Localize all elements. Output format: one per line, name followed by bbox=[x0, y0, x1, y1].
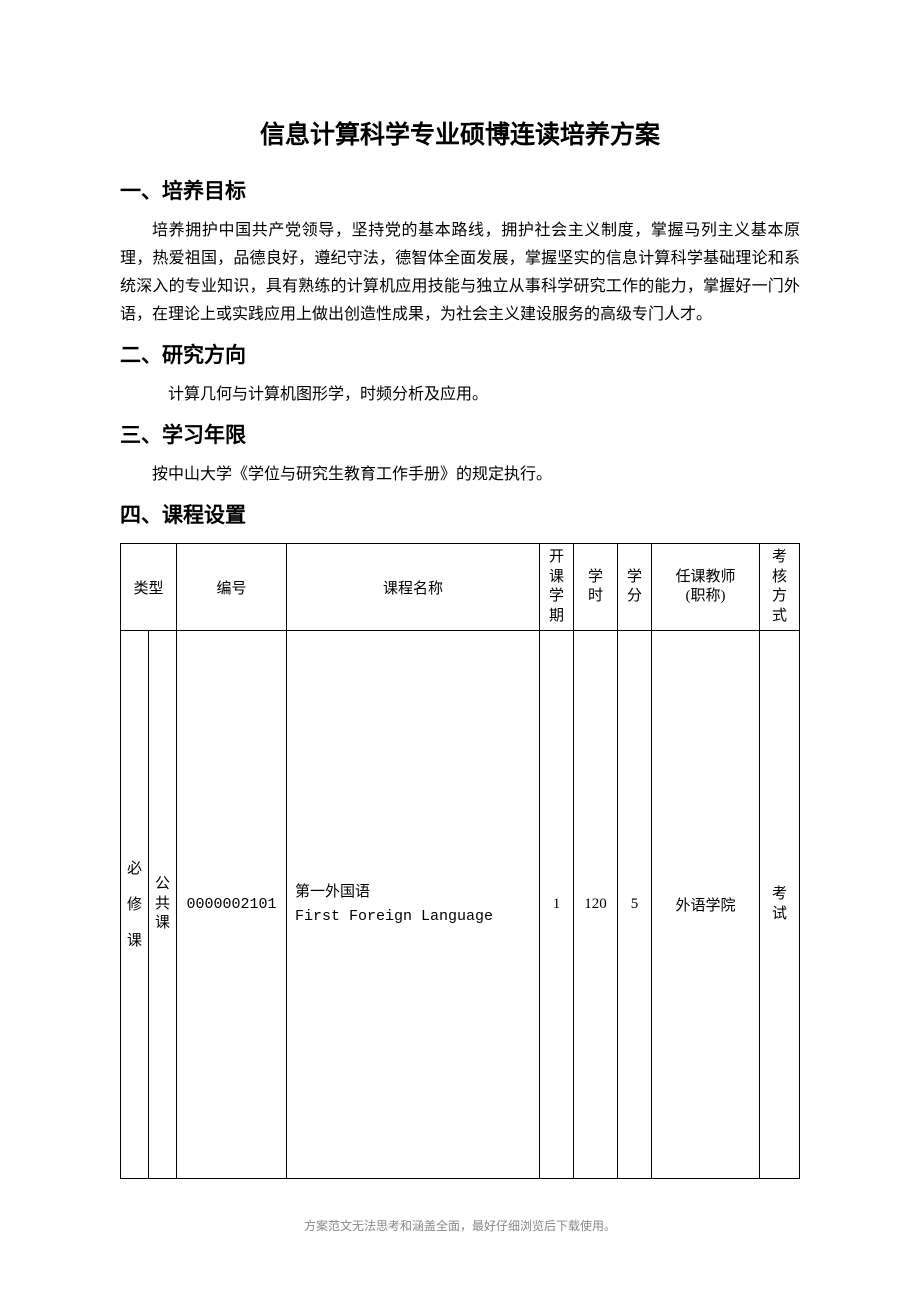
section-3-heading: 三、学习年限 bbox=[120, 419, 800, 449]
cell-exam: 考 试 bbox=[760, 631, 800, 1179]
section-4-heading: 四、课程设置 bbox=[120, 499, 800, 529]
th-exam-l2: 核 bbox=[772, 569, 787, 585]
th-exam-l4: 式 bbox=[772, 608, 787, 624]
cell-code: 0000002101 bbox=[177, 631, 287, 1179]
cell-hours: 120 bbox=[574, 631, 618, 1179]
type-a-l1: 必 bbox=[127, 861, 142, 877]
th-semester-l4: 期 bbox=[549, 608, 564, 624]
exam-l1: 考 bbox=[772, 886, 787, 902]
th-exam-l1: 考 bbox=[772, 549, 787, 565]
cell-type-public: 公 共 课 bbox=[149, 631, 177, 1179]
th-credit-l2: 分 bbox=[627, 588, 642, 604]
th-teacher-l2: (职称) bbox=[686, 588, 726, 604]
th-semester-l2: 课 bbox=[549, 569, 564, 585]
th-type: 类型 bbox=[121, 544, 177, 631]
cell-type-required: 必 修 课 bbox=[121, 631, 149, 1179]
section-1-body: 培养拥护中国共产党领导，坚持党的基本路线，拥护社会主义制度，掌握马列主义基本原理… bbox=[120, 217, 800, 329]
cell-course-name: 第一外国语 First Foreign Language bbox=[287, 631, 540, 1179]
cell-semester: 1 bbox=[540, 631, 574, 1179]
section-2-heading: 二、研究方向 bbox=[120, 339, 800, 369]
table-row: 必 修 课 公 共 课 0000002101 第一外国语 First Forei… bbox=[121, 631, 800, 1179]
section-1-heading: 一、培养目标 bbox=[120, 175, 800, 205]
th-credit-l1: 学 bbox=[627, 569, 642, 585]
cell-teacher: 外语学院 bbox=[652, 631, 760, 1179]
th-hours-l1: 学 bbox=[588, 569, 603, 585]
th-semester-l3: 学 bbox=[549, 588, 564, 604]
th-hours-l2: 时 bbox=[588, 588, 603, 604]
type-b-l2: 共 bbox=[155, 896, 170, 912]
footer-note: 方案范文无法思考和涵盖全面，最好仔细浏览后下载使用。 bbox=[0, 1217, 920, 1234]
th-teacher-l1: 任课教师 bbox=[675, 569, 735, 585]
th-code: 编号 bbox=[177, 544, 287, 631]
course-table: 类型 编号 课程名称 开 课 学 期 学 时 学 分 任课教师 bbox=[120, 543, 800, 1179]
th-teacher: 任课教师 (职称) bbox=[652, 544, 760, 631]
section-3-body: 按中山大学《学位与研究生教育工作手册》的规定执行。 bbox=[120, 461, 800, 489]
th-credit: 学 分 bbox=[618, 544, 652, 631]
course-name-cn: 第一外国语 bbox=[295, 884, 370, 900]
course-name-en: First Foreign Language bbox=[295, 908, 493, 925]
table-header-row: 类型 编号 课程名称 开 课 学 期 学 时 学 分 任课教师 bbox=[121, 544, 800, 631]
section-2-body: 计算几何与计算机图形学，时频分析及应用。 bbox=[120, 381, 800, 409]
page-title: 信息计算科学专业硕博连读培养方案 bbox=[120, 115, 800, 151]
th-hours: 学 时 bbox=[574, 544, 618, 631]
th-exam-l3: 方 bbox=[772, 588, 787, 604]
th-semester-l1: 开 bbox=[549, 549, 564, 565]
type-a-l2: 修 bbox=[127, 897, 142, 913]
th-semester: 开 课 学 期 bbox=[540, 544, 574, 631]
type-b-l3: 课 bbox=[155, 915, 170, 931]
exam-l2: 试 bbox=[772, 906, 787, 922]
th-exam: 考 核 方 式 bbox=[760, 544, 800, 631]
type-b-l1: 公 bbox=[155, 876, 170, 892]
cell-credit: 5 bbox=[618, 631, 652, 1179]
type-a-l3: 课 bbox=[127, 933, 142, 949]
th-name: 课程名称 bbox=[287, 544, 540, 631]
